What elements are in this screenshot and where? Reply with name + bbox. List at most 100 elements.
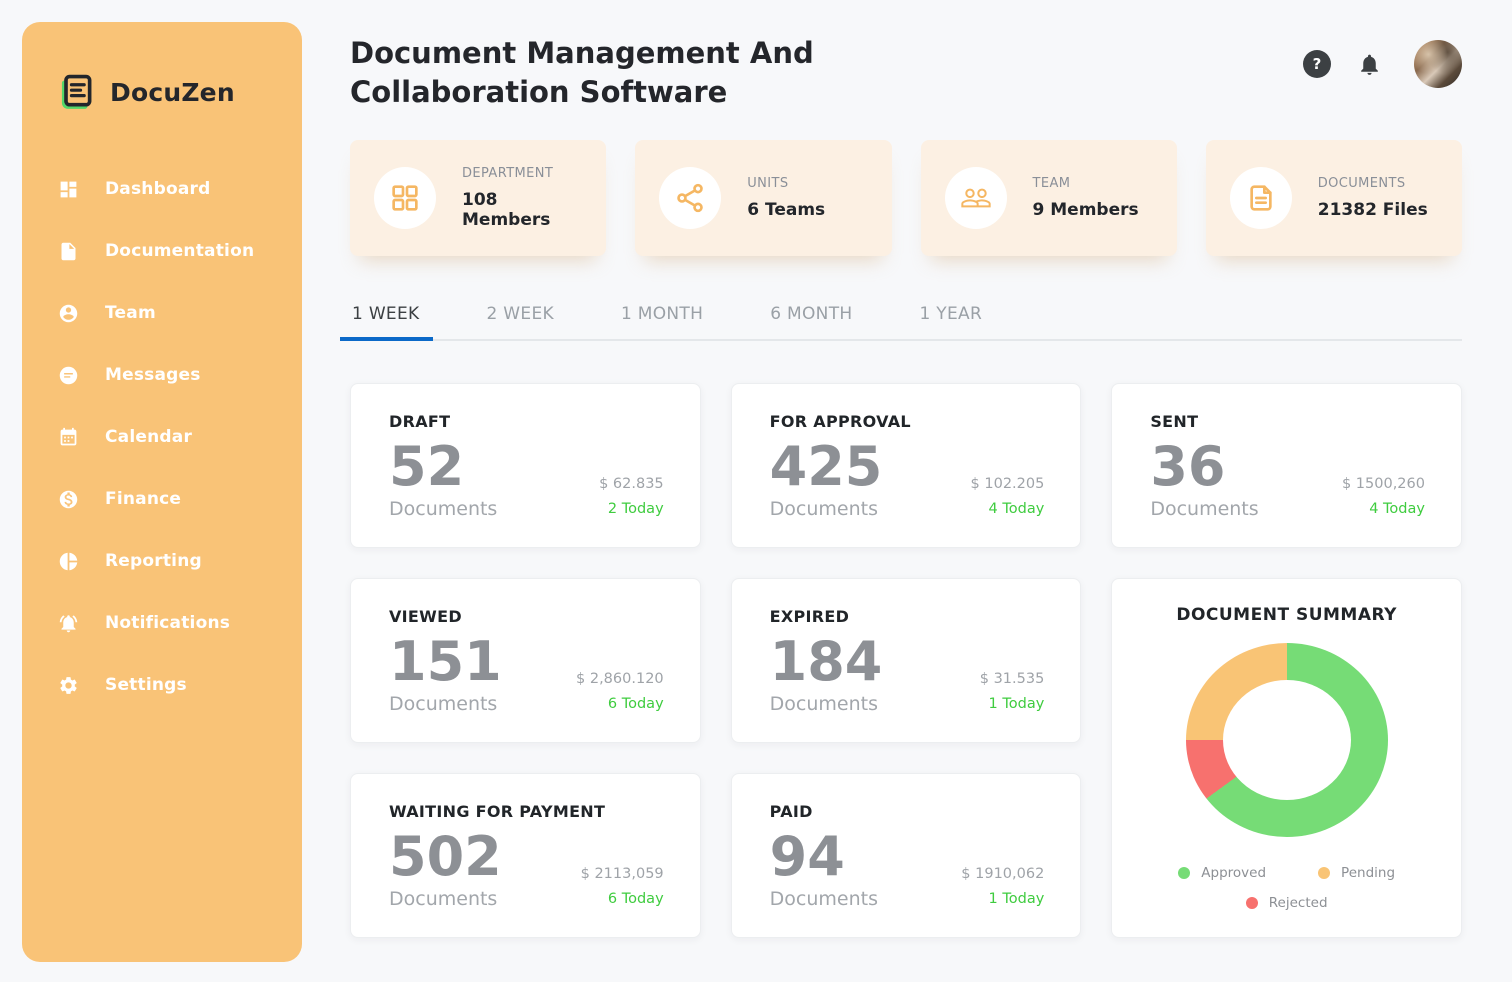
sidebar-item-label: Reporting (105, 551, 202, 571)
tab-1-week[interactable]: 1 WEEK (350, 292, 421, 339)
tab-1-month[interactable]: 1 MONTH (619, 292, 705, 339)
sidebar-item-dashboard[interactable]: Dashboard (22, 158, 302, 220)
stat-card-documents: DOCUMENTS 21382 Files (1206, 140, 1462, 256)
team-members-icon (960, 182, 992, 214)
status-card-amount: $ 2113,059 (581, 866, 664, 882)
legend-dot (1318, 867, 1330, 879)
stat-value: 6 Teams (747, 200, 825, 220)
sidebar-item-label: Calendar (105, 427, 192, 447)
sidebar-item-label: Messages (105, 365, 201, 385)
status-card-money: $ 2,860.120 6 Today (576, 671, 664, 712)
legend-label: Pending (1341, 865, 1395, 881)
stat-value: 108 Members (462, 190, 582, 230)
tab-label: 1 MONTH (621, 304, 703, 324)
tab-2-week[interactable]: 2 WEEK (484, 292, 555, 339)
sidebar-item-label: Finance (105, 489, 181, 509)
document-summary-donut-chart (1186, 643, 1388, 837)
status-card-waiting-for-payment: WAITING FOR PAYMENT 502 Documents $ 2113… (350, 773, 701, 938)
stat-texts: DOCUMENTS 21382 Files (1318, 176, 1428, 220)
document-summary-title: DOCUMENT SUMMARY (1176, 605, 1397, 625)
legend-label: Rejected (1269, 895, 1328, 911)
docuzen-logo-icon (56, 72, 96, 112)
status-card-title: VIEWED (389, 607, 662, 626)
status-card-today: 6 Today (581, 891, 664, 907)
tab-1-year[interactable]: 1 YEAR (917, 292, 984, 339)
status-card-today: 6 Today (576, 696, 664, 712)
status-card-viewed: VIEWED 151 Documents $ 2,860.120 6 Today (350, 578, 701, 743)
units-icon (674, 182, 706, 214)
legend-item-rejected: Rejected (1246, 895, 1328, 911)
stat-label: TEAM (1033, 176, 1139, 191)
finance-icon (58, 489, 79, 510)
reporting-icon (58, 551, 79, 572)
sidebar-item-label: Team (105, 303, 156, 323)
notifications-icon (58, 613, 79, 634)
status-card-title: FOR APPROVAL (770, 412, 1043, 431)
stat-card-team: TEAM 9 Members (921, 140, 1177, 256)
status-card-today: 4 Today (971, 501, 1045, 517)
status-card-today: 1 Today (961, 891, 1044, 907)
document-status-grid: DOCUMENT SUMMARY Approved Pending Reject… (350, 383, 1462, 938)
tab-label: 6 MONTH (770, 304, 852, 324)
legend-item-approved: Approved (1178, 865, 1266, 881)
document-summary-legend: Approved Pending Rejected (1157, 865, 1417, 911)
stat-label: UNITS (747, 176, 825, 191)
status-card-today: 2 Today (599, 501, 664, 517)
stat-icon-circle (945, 167, 1007, 229)
sidebar-item-settings[interactable]: Settings (22, 654, 302, 716)
status-card-for-approval: FOR APPROVAL 425 Documents $ 102.205 4 T… (731, 383, 1082, 548)
status-card-title: SENT (1150, 412, 1423, 431)
stat-texts: TEAM 9 Members (1033, 176, 1139, 220)
status-card-money: $ 1500,260 4 Today (1342, 476, 1425, 517)
status-card-money: $ 62.835 2 Today (599, 476, 664, 517)
status-card-title: EXPIRED (770, 607, 1043, 626)
sidebar-item-finance[interactable]: Finance (22, 468, 302, 530)
status-card-money: $ 31.535 1 Today (980, 671, 1045, 712)
status-card-amount: $ 102.205 (971, 476, 1045, 492)
status-card-amount: $ 62.835 (599, 476, 664, 492)
sidebar-item-documentation[interactable]: Documentation (22, 220, 302, 282)
page-title: Document Management And Collaboration So… (350, 34, 930, 112)
status-card-amount: $ 31.535 (980, 671, 1045, 687)
topbar: Document Management And Collaboration So… (350, 30, 1462, 112)
sidebar-item-team[interactable]: Team (22, 282, 302, 344)
stat-icon-circle (659, 167, 721, 229)
app-name: DocuZen (110, 78, 235, 107)
legend-dot (1178, 867, 1190, 879)
stat-texts: UNITS 6 Teams (747, 176, 825, 220)
status-card-paid: PAID 94 Documents $ 1910,062 1 Today (731, 773, 1082, 938)
help-icon[interactable]: ? (1303, 50, 1331, 78)
sidebar-item-calendar[interactable]: Calendar (22, 406, 302, 468)
calendar-icon (58, 427, 79, 448)
sidebar-item-messages[interactable]: Messages (22, 344, 302, 406)
sidebar-item-notifications[interactable]: Notifications (22, 592, 302, 654)
status-card-expired: EXPIRED 184 Documents $ 31.535 1 Today (731, 578, 1082, 743)
stat-card-department: DEPARTMENT 108 Members (350, 140, 606, 256)
notifications-bell-icon[interactable] (1357, 52, 1382, 77)
status-card-sent: SENT 36 Documents $ 1500,260 4 Today (1111, 383, 1462, 548)
stats-row: DEPARTMENT 108 Members UNITS 6 Teams TEA… (350, 140, 1462, 256)
status-card-amount: $ 1500,260 (1342, 476, 1425, 492)
avatar[interactable] (1414, 40, 1462, 88)
time-range-tabs: 1 WEEK 2 WEEK 1 MONTH 6 MONTH 1 YEAR (350, 292, 1462, 341)
documentation-icon (58, 241, 79, 262)
sidebar-item-label: Dashboard (105, 179, 210, 199)
legend-label: Approved (1201, 865, 1266, 881)
topbar-actions: ? (1303, 40, 1462, 88)
status-card-draft: DRAFT 52 Documents $ 62.835 2 Today (350, 383, 701, 548)
stat-card-units: UNITS 6 Teams (635, 140, 891, 256)
document-summary-card: DOCUMENT SUMMARY Approved Pending Reject… (1111, 578, 1462, 938)
dashboard-icon (58, 179, 79, 200)
sidebar-item-reporting[interactable]: Reporting (22, 530, 302, 592)
settings-icon (58, 675, 79, 696)
status-card-money: $ 1910,062 1 Today (961, 866, 1044, 907)
legend-dot (1246, 897, 1258, 909)
status-card-amount: $ 1910,062 (961, 866, 1044, 882)
messages-icon (58, 365, 79, 386)
status-card-today: 4 Today (1342, 501, 1425, 517)
stat-icon-circle (374, 167, 436, 229)
tab-6-month[interactable]: 6 MONTH (768, 292, 854, 339)
status-card-money: $ 102.205 4 Today (971, 476, 1045, 517)
sidebar-menu: Dashboard Documentation Team Messages Ca… (22, 158, 302, 716)
sidebar-item-label: Documentation (105, 241, 254, 261)
